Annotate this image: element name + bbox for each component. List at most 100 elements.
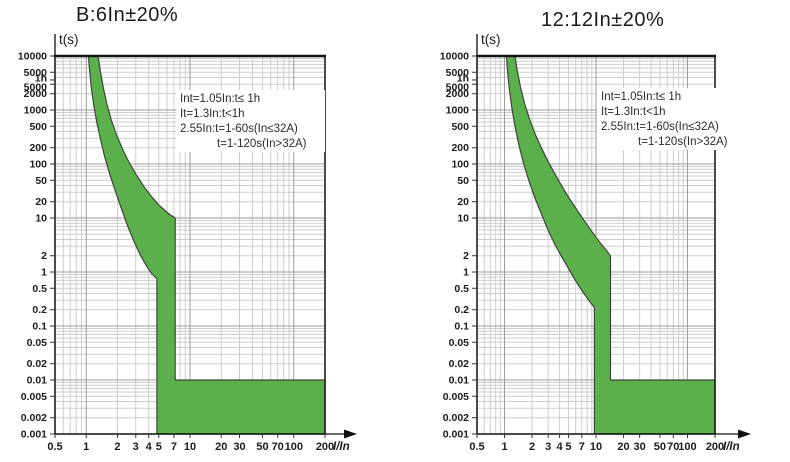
- x-tick-label: 10: [184, 441, 196, 453]
- x-tick-label: 20: [215, 441, 227, 453]
- y-tick-label: 0.01: [449, 375, 470, 387]
- y-tick-label: 500: [451, 121, 469, 133]
- y-tick-label: 10: [35, 213, 47, 225]
- annotation-line: Int=1.05In:t≤ 1h: [601, 91, 681, 103]
- y-tick-label: 0.001: [21, 429, 47, 441]
- y-tick-label: 10000: [18, 51, 47, 63]
- x-tick-label: 100: [285, 441, 303, 453]
- x-tick-label: 30: [634, 441, 646, 453]
- y-tick-label: 100: [29, 159, 47, 171]
- y-tick-label: 0.1: [454, 321, 469, 333]
- x-tick-label: 30: [233, 441, 245, 453]
- x-tick-label: 7: [171, 441, 177, 453]
- y-tick-label: 5000: [446, 67, 470, 79]
- x-tick-label: 200: [706, 441, 724, 453]
- x-tick-label: 200: [316, 441, 334, 453]
- chart-title: B:6In±20%: [76, 4, 179, 26]
- x-tick-label: 4: [557, 441, 564, 453]
- y-tick-label: 2000: [446, 88, 470, 100]
- y-tick-label: 0.5: [454, 283, 469, 295]
- annotation-background: [597, 88, 718, 150]
- annotation-line: Int=1.05In:t≤ 1h: [180, 93, 260, 105]
- chart-canvas: 1000050001h50002000100050020010050201021…: [440, 32, 751, 453]
- y-tick-label: 0.005: [21, 391, 47, 403]
- y-tick-label: 1h: [457, 72, 469, 84]
- y-tick-label: 5000: [446, 82, 470, 94]
- x-tick-label: 7: [579, 441, 585, 453]
- y-tick-label: 0.1: [32, 321, 47, 333]
- y-tick-label: 0.002: [443, 412, 469, 424]
- x-tick-label: 100: [678, 441, 696, 453]
- x-axis-title: I/In: [723, 441, 740, 453]
- y-tick-label: 20: [35, 196, 47, 208]
- annotation-line: t=1-120s(In>32A): [638, 136, 728, 148]
- y-tick-label: 10: [457, 213, 469, 225]
- chart-canvas: 1000050001h50002000100050020010050201021…: [18, 32, 357, 453]
- x-tick-label: 1: [83, 441, 89, 453]
- grid-major-lines: [55, 56, 325, 434]
- annotation-line: It=1.3In:t<1h: [180, 108, 245, 120]
- y-tick-label: 200: [29, 142, 47, 154]
- y-tick-label: 2000: [24, 88, 48, 100]
- x-tick-label: 4: [146, 441, 153, 453]
- x-tick-label: 3: [545, 441, 551, 453]
- annotation-line: t=1-120s(In>32A): [217, 138, 307, 150]
- x-axis-arrow-icon: [344, 429, 357, 439]
- y-tick-label: 0.2: [32, 304, 47, 316]
- x-tick-label: 50: [256, 441, 268, 453]
- y-tick-label: 1h: [35, 72, 47, 84]
- y-axis-tick-labels: 1000050001h50002000100050020010050201021…: [18, 51, 55, 441]
- y-tick-label: 0.005: [443, 391, 469, 403]
- x-tick-label: 5: [565, 441, 571, 453]
- x-tick-label: 0.5: [47, 441, 62, 453]
- x-tick-label: 20: [617, 441, 629, 453]
- y-axis-title: t(s): [481, 32, 501, 47]
- y-tick-label: 0.01: [27, 375, 48, 387]
- y-tick-label: 0.02: [27, 358, 48, 370]
- y-tick-label: 50: [457, 175, 469, 187]
- x-tick-label: 1: [501, 441, 507, 453]
- y-tick-label: 500: [29, 121, 47, 133]
- y-tick-label: 0.02: [449, 358, 470, 370]
- trip-curve-chart-12in: 12:12In±20% 10000 5000 1h 5000 2000 1000 500 20…: [395, 0, 790, 462]
- y-tick-label: 2: [41, 250, 47, 262]
- x-axis-arrow-icon: [738, 429, 751, 439]
- y-tick-label: 50: [35, 175, 47, 187]
- y-tick-label: 1: [463, 267, 469, 279]
- x-tick-label: 5: [156, 441, 162, 453]
- y-tick-label: 0.002: [21, 412, 47, 424]
- y-tick-label: 1: [41, 267, 47, 279]
- y-tick-label: 10000: [440, 51, 469, 63]
- y-tick-label: 5000: [24, 67, 48, 79]
- annotation-line: 2.55In:t=1-60s(In≤32A): [601, 121, 719, 133]
- annotation-line: 2.55In:t=1-60s(In≤32A): [180, 123, 298, 135]
- x-tick-label: 10: [590, 441, 602, 453]
- y-tick-label: 1000: [24, 105, 48, 117]
- x-tick-label: 70: [272, 441, 284, 453]
- annotation-line: It=1.3In:t<1h: [601, 106, 666, 118]
- x-tick-label: 70: [667, 441, 679, 453]
- x-tick-label: 3: [133, 441, 139, 453]
- y-tick-label: 20: [457, 196, 469, 208]
- y-tick-label: 100: [451, 159, 469, 171]
- y-tick-label: 2: [463, 250, 469, 262]
- y-tick-label: 1000: [446, 105, 470, 117]
- x-tick-label: 50: [654, 441, 666, 453]
- y-axis-tick-labels: 1000050001h50002000100050020010050201021…: [440, 51, 477, 441]
- x-axis-title: I/In: [333, 441, 350, 453]
- y-axis-title: t(s): [59, 32, 79, 47]
- annotation-background: [176, 90, 325, 152]
- y-tick-label: 0.05: [27, 337, 48, 349]
- x-tick-label: 2: [114, 441, 120, 453]
- y-tick-label: 200: [451, 142, 469, 154]
- y-tick-label: 0.2: [454, 304, 469, 316]
- y-tick-label: 0.5: [32, 283, 47, 295]
- chart-title: 12:12In±20%: [541, 9, 665, 31]
- y-tick-label: 0.001: [443, 429, 469, 441]
- trip-curve-chart-b-6in: B:6In±20% 10000 5000 1h 5000 2000 1000 500 200 1…: [18, 4, 357, 453]
- y-tick-label: 5000: [24, 82, 48, 94]
- x-tick-label: 0.5: [469, 441, 484, 453]
